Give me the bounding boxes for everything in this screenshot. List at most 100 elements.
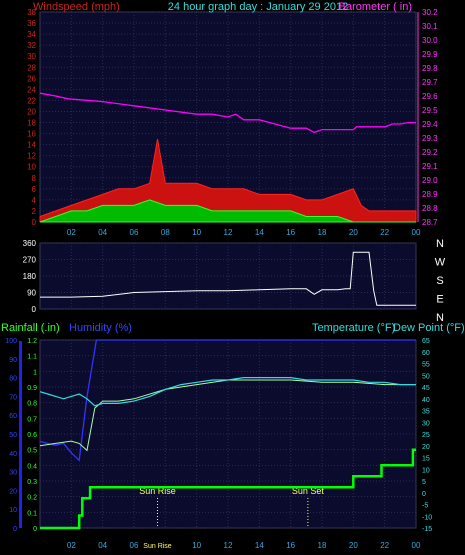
bottom-x-tick-1: 04 <box>98 541 107 550</box>
rain-tick-1: 0.1 <box>27 510 37 517</box>
windspeed-tick-16: 32 <box>27 41 36 50</box>
barometer-tick-4: 29.1 <box>422 162 438 171</box>
windspeed-tick-8: 16 <box>27 130 36 139</box>
windspeed-tick-1: 2 <box>32 207 37 216</box>
top-x-tick-0: 02 <box>67 228 76 237</box>
windspeed-tick-12: 24 <box>27 85 36 94</box>
top-y-right-ticks: 28.7 28.8 28.9 29.0 29.1 29.2 29.3 29.4 29.5 29.6… <box>417 8 438 227</box>
temp-tick-12: 45 <box>422 385 430 392</box>
rain-tick-0: 0 <box>33 526 37 533</box>
rain-tick-6: 0.6 <box>27 432 37 439</box>
bottom-x-tick-7: 16 <box>286 541 295 550</box>
humidity-tick-1: 10 <box>9 507 17 514</box>
top-x-tick-8: 18 <box>318 228 327 237</box>
barometer-tick-13: 30.0 <box>422 36 438 45</box>
humidity-tick-4: 40 <box>9 451 17 458</box>
barometer-tick-9: 29.6 <box>422 92 438 101</box>
humidity-tick-10: 100 <box>5 338 17 345</box>
top-series <box>39 92 417 223</box>
barometer-tick-1: 28.8 <box>422 204 438 213</box>
bottom-x-tick-5: 12 <box>224 541 233 550</box>
dewpoint-label: Dew Point (°F) <box>393 322 465 334</box>
bottom-x-tick-11: 00 <box>412 541 421 550</box>
bottom-x-ticks: 02 04 06 10 12 14 16 18 20 22 00 <box>67 541 421 550</box>
barometer-tick-0: 28.7 <box>422 218 438 227</box>
compass-label-1: W <box>435 257 446 269</box>
bottom-x-tick-10: 22 <box>380 541 389 550</box>
compass-label-2: S <box>436 275 443 287</box>
rain-tick-3: 0.3 <box>27 479 37 486</box>
direction-tick-2: 180 <box>23 272 37 281</box>
temp-tick-2: -5 <box>422 503 428 510</box>
temp-tick-8: 25 <box>422 432 430 439</box>
sunrise-axis-label: Sun Rise <box>143 543 172 550</box>
windspeed-tick-13: 26 <box>27 74 36 83</box>
humidity-tick-2: 20 <box>9 488 17 495</box>
top-x-tick-4: 10 <box>192 228 201 237</box>
windspeed-tick-9: 18 <box>27 119 36 128</box>
compass-label-4: N <box>436 312 444 324</box>
barometer-tick-6: 29.3 <box>422 134 438 143</box>
temp-tick-15: 60 <box>422 350 430 357</box>
direction-tick-4: 360 <box>23 239 37 248</box>
bottom-x-tick-8: 18 <box>318 541 327 550</box>
temp-ticks: -15 -10 -5 0 5 10 15 20 25 30 35 40 45 50 55 60 65 <box>422 338 432 533</box>
rain-ticks: 0 0.1 0.2 0.3 0.4 0.5 0.6 0.7 0.8 0.9 1 1.1 1.2 <box>27 338 37 533</box>
bottom-x-tick-0: 02 <box>67 541 76 550</box>
windspeed-tick-10: 20 <box>27 107 36 116</box>
barometer-tick-10: 29.7 <box>422 78 438 87</box>
rain-tick-5: 0.5 <box>27 448 37 455</box>
humidity-tick-9: 90 <box>9 357 17 364</box>
top-x-tick-3: 08 <box>161 228 170 237</box>
bottom-grid <box>40 339 417 529</box>
top-x-tick-6: 14 <box>255 228 264 237</box>
humidity-tick-7: 70 <box>9 394 17 401</box>
bottom-series <box>39 339 416 530</box>
sun-markers: Sun Rise Sun Set Sun Rise <box>139 486 324 550</box>
windspeed-tick-15: 30 <box>27 52 36 61</box>
bottom-x-tick-4: 10 <box>192 541 201 550</box>
windspeed-tick-6: 12 <box>27 152 36 161</box>
temperature-series <box>39 377 416 407</box>
rain-tick-4: 0.4 <box>27 463 37 470</box>
rain-tick-9: 0.9 <box>27 385 37 392</box>
sunrise-label: Sun Rise <box>139 486 176 496</box>
temperature-label: Temperature (°F) <box>312 322 395 334</box>
windspeed-tick-3: 6 <box>32 185 37 194</box>
top-x-tick-10: 22 <box>380 228 389 237</box>
humidity-tick-5: 50 <box>9 432 17 439</box>
top-x-tick-1: 04 <box>98 228 107 237</box>
barometer-tick-7: 29.4 <box>422 120 438 129</box>
bottom-x-tick-6: 14 <box>255 541 264 550</box>
windspeed-gust-series <box>39 139 417 223</box>
temp-tick-3: 0 <box>422 491 426 498</box>
compass-label-3: E <box>436 294 443 306</box>
temp-tick-16: 65 <box>422 338 430 345</box>
bottom-x-tick-9: 20 <box>349 541 358 550</box>
rain-tick-2: 0.2 <box>27 495 37 502</box>
windspeed-tick-18: 36 <box>27 19 36 28</box>
top-chart-title: 24 hour graph day : January 29 2012 <box>168 1 348 13</box>
direction-tick-3: 270 <box>23 256 37 265</box>
humidity-ticks: 0 10 20 30 40 50 60 70 80 90 100 <box>5 338 17 533</box>
humidity-axis-bar <box>19 341 22 528</box>
temp-tick-10: 35 <box>422 409 430 416</box>
barometer-label: Barometer ( in) <box>339 1 412 13</box>
rain-tick-11: 1.1 <box>27 354 37 361</box>
barometer-tick-11: 29.8 <box>422 64 438 73</box>
dewpoint-series <box>39 379 416 452</box>
rainfall-series <box>40 448 416 530</box>
barometer-tick-2: 28.9 <box>422 190 438 199</box>
top-x-tick-11: 00 <box>412 228 421 237</box>
temp-tick-0: -15 <box>422 526 432 533</box>
windspeed-label: Windspeed (mph) <box>33 1 120 13</box>
rain-tick-12: 1.2 <box>27 338 37 345</box>
windspeed-tick-2: 4 <box>32 196 37 205</box>
barometer-tick-3: 29.0 <box>422 176 438 185</box>
sunset-label: Sun Set <box>292 486 325 496</box>
